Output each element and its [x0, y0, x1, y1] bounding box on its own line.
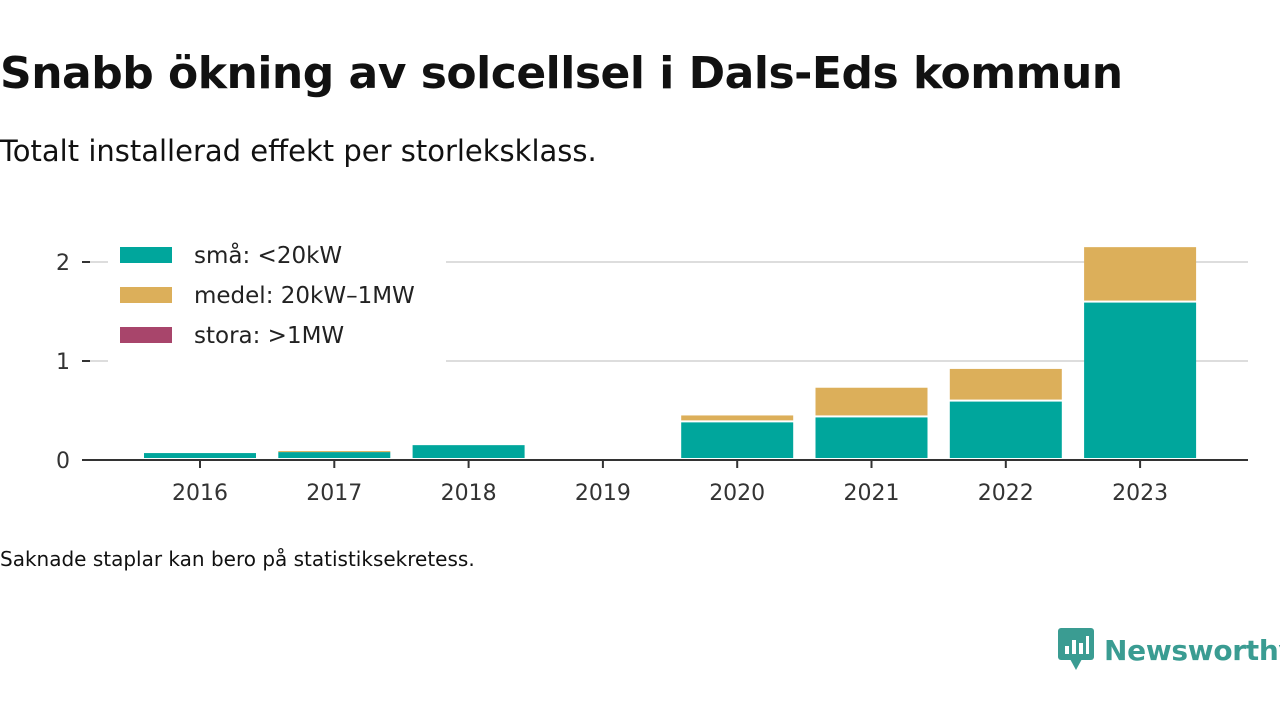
bars — [144, 247, 1197, 458]
x-tick-label: 2021 — [844, 481, 900, 506]
x-tick-label: 2020 — [709, 481, 765, 506]
bar-segment — [412, 445, 525, 458]
x-tick-label: 2019 — [575, 481, 631, 506]
x-tick-label: 2017 — [306, 481, 362, 506]
y-tick-label: 0 — [56, 449, 70, 474]
bar-segment — [815, 387, 928, 416]
chart-subtitle: Totalt installerad effekt per storlekskl… — [0, 134, 597, 168]
legend-label: medel: 20kW–1MW — [194, 283, 415, 309]
bar-segment — [681, 422, 794, 458]
y-tick-labels: 0 1 2 — [56, 251, 90, 474]
x-tick-label: 2022 — [978, 481, 1034, 506]
x-tick-label: 2016 — [172, 481, 228, 506]
bar-chart-speech-bubble-icon — [1058, 628, 1094, 670]
bar-segment — [1084, 302, 1197, 458]
bar-segment — [815, 417, 928, 458]
legend-swatch — [120, 247, 172, 263]
brand-logo: Newsworthy — [1058, 628, 1280, 672]
footnote: Saknade staplar kan bero på statistiksek… — [0, 547, 475, 571]
bar-segment — [949, 401, 1062, 458]
bar-segment — [278, 451, 391, 453]
legend-label: stora: >1MW — [194, 323, 344, 349]
bar-segment — [681, 415, 794, 421]
bar-segment — [1084, 247, 1197, 301]
legend: små: <20kW medel: 20kW–1MW stora: >1MW — [108, 236, 446, 364]
y-tick-label: 1 — [56, 350, 70, 375]
legend-swatch — [120, 287, 172, 303]
bar-segment — [949, 368, 1062, 400]
legend-label: små: <20kW — [194, 241, 342, 269]
bar-segment — [144, 453, 256, 458]
brand-name: Newsworthy — [1104, 633, 1280, 667]
legend-swatch — [120, 327, 172, 343]
bar-segment — [278, 452, 391, 458]
chart-title: Snabb ökning av solcellsel i Dals-Eds ko… — [0, 48, 1123, 99]
y-tick-label: 2 — [56, 251, 70, 276]
x-tick-label: 2018 — [441, 481, 497, 506]
stacked-bar-chart: 0 1 2 2016 2017 2018 2019 2020 2021 2022 2023 små… — [56, 236, 1248, 506]
x-tick-labels: 2016 2017 2018 2019 2020 2021 2022 2023 — [172, 460, 1168, 506]
x-tick-label: 2023 — [1112, 481, 1168, 506]
